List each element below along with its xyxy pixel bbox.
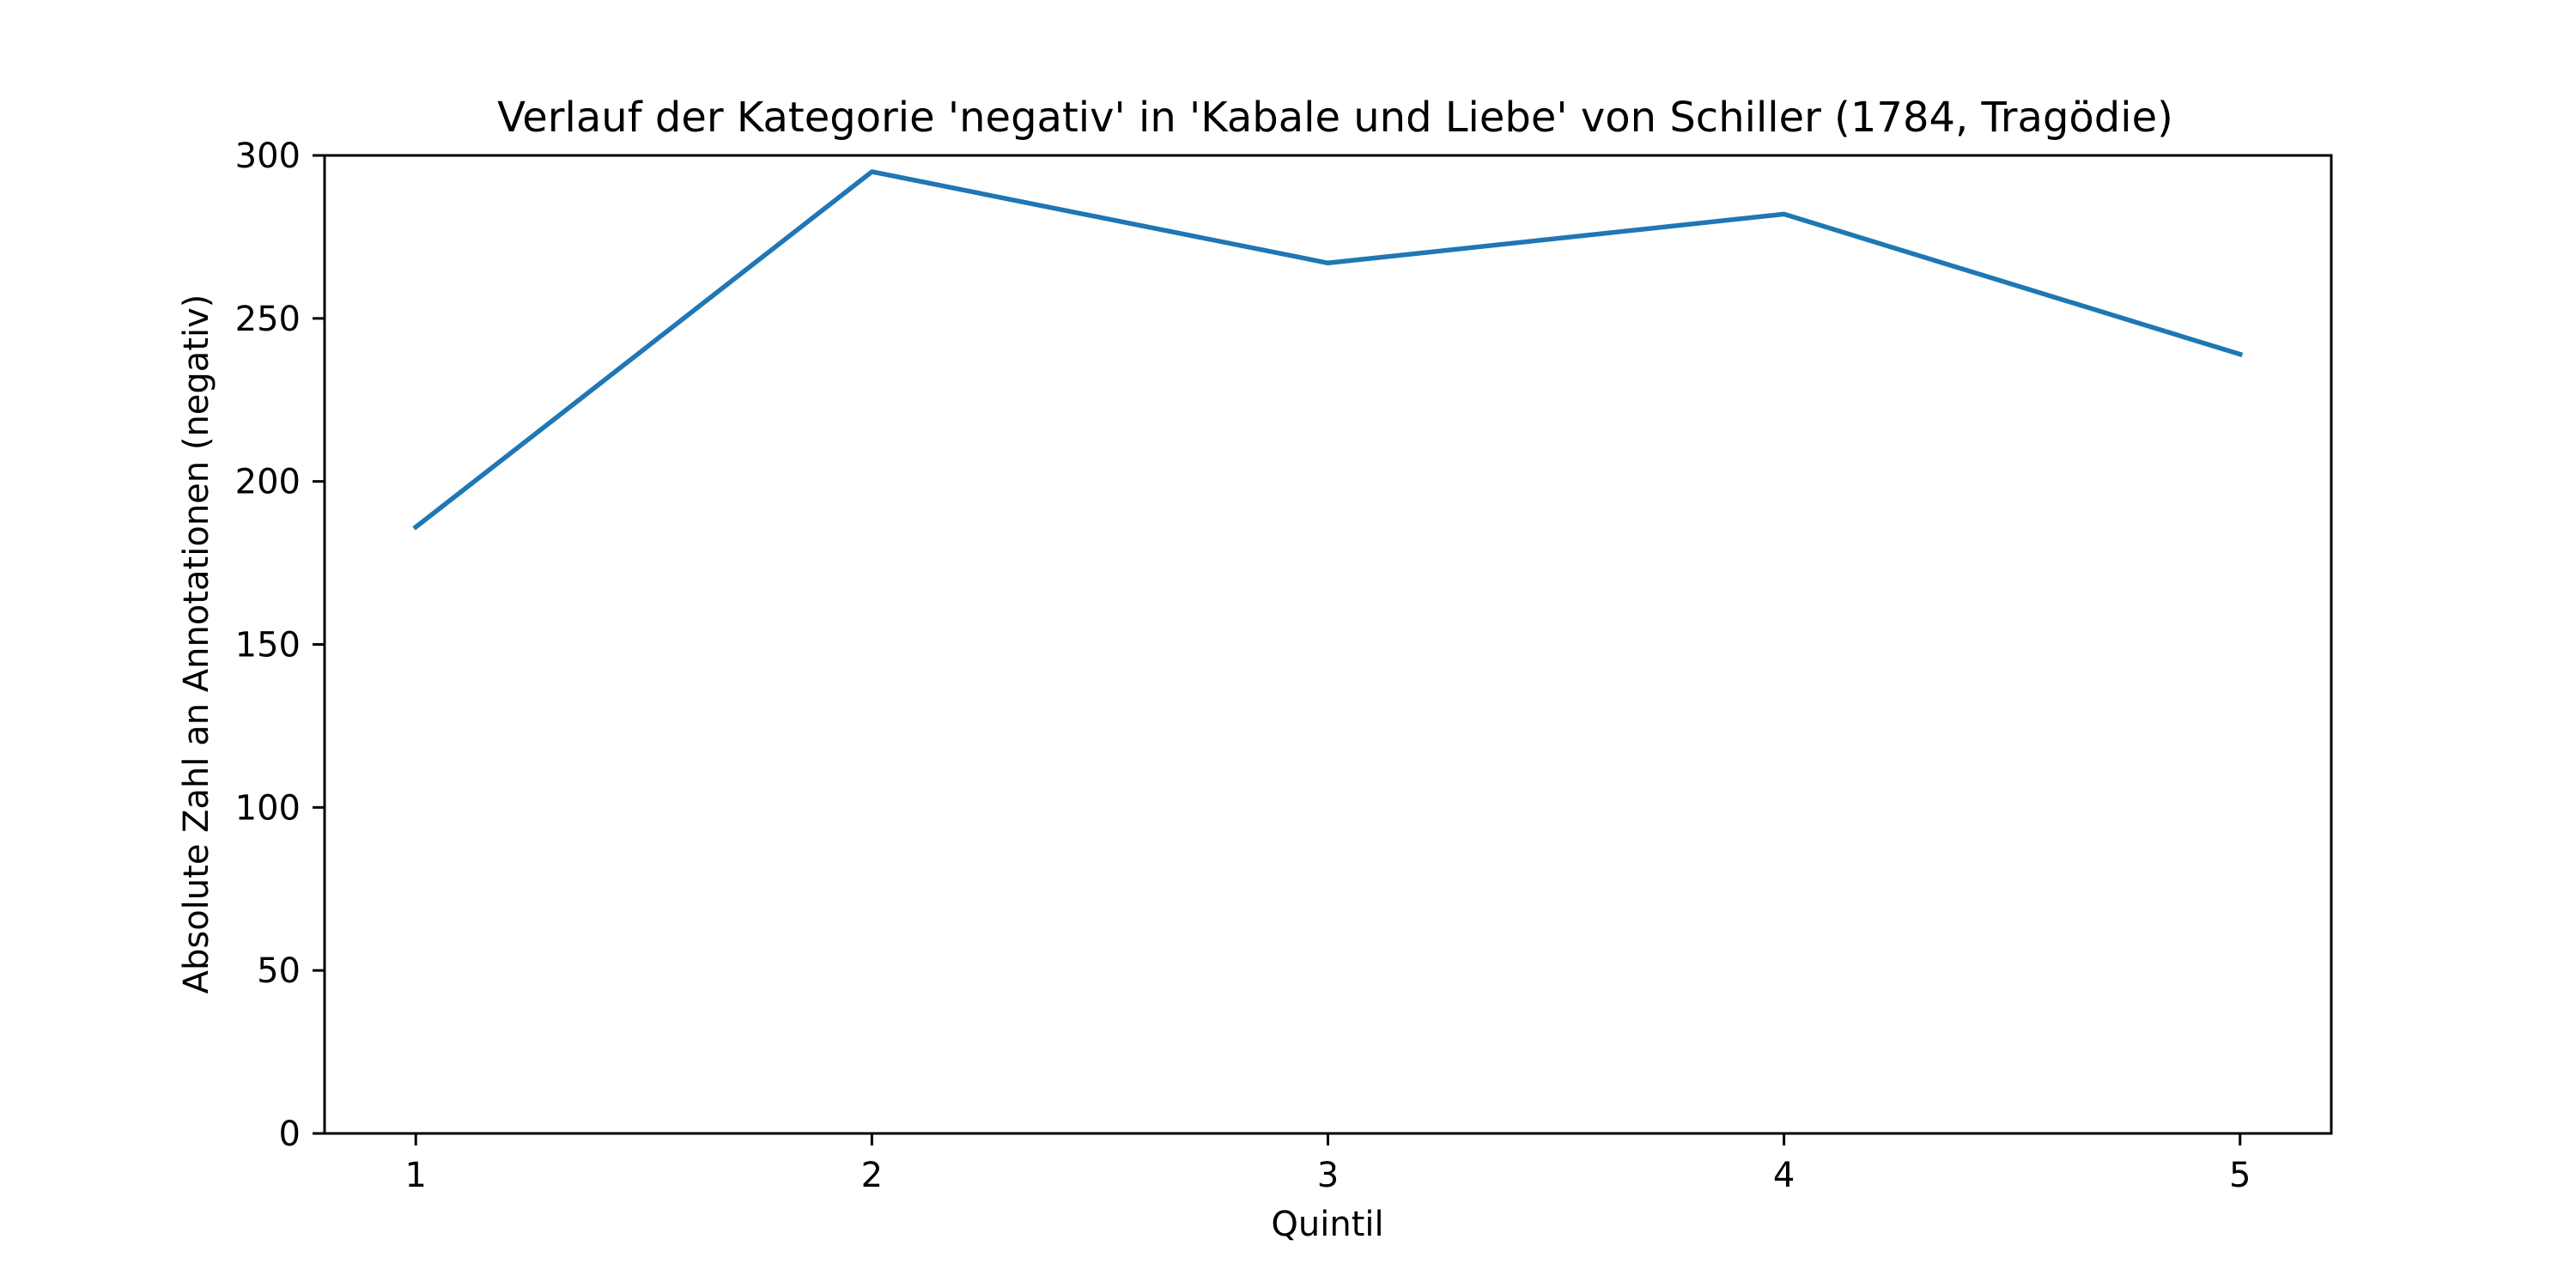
y-tick-label: 100 (235, 788, 301, 828)
x-tick-label: 1 (405, 1156, 427, 1195)
y-axis: 0 50 100 150 200 250 300 (235, 137, 325, 1154)
x-axis: 1 2 3 4 5 (405, 1133, 2251, 1195)
y-tick-label: 0 (279, 1115, 301, 1154)
y-tick-label: 150 (235, 626, 301, 665)
y-tick-label: 250 (235, 300, 301, 339)
y-tick-label: 300 (235, 137, 301, 176)
chart-title: Verlauf der Kategorie 'negativ' in 'Kaba… (497, 94, 2173, 142)
x-tick-label: 3 (1317, 1156, 1339, 1195)
y-tick-label: 200 (235, 463, 301, 502)
series-layer (412, 169, 2244, 531)
x-tick-label: 4 (1773, 1156, 1795, 1195)
y-axis-title: Absolute Zahl an Annotationen (negativ) (177, 295, 216, 994)
x-axis-title: Quintil (1271, 1205, 1383, 1244)
x-tick-label: 5 (2229, 1156, 2251, 1195)
y-tick-label: 50 (257, 951, 301, 991)
x-tick-label: 2 (861, 1156, 883, 1195)
